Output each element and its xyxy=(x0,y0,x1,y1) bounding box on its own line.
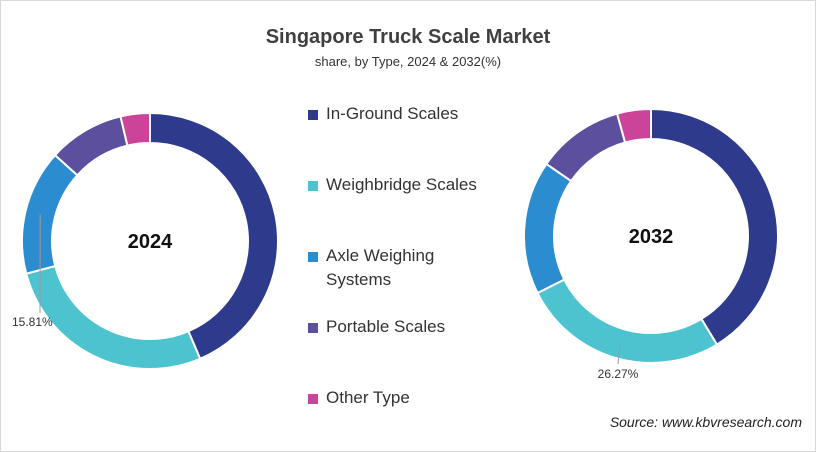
legend-swatch xyxy=(308,394,318,404)
legend-swatch xyxy=(308,252,318,262)
donut-slice-2024-other-type xyxy=(119,111,151,147)
data-label-2024-axle-weighing-systems: 15.81% xyxy=(12,315,53,329)
legend-label: Other Type xyxy=(326,388,410,407)
legend-item-in-ground-scales: In-Ground Scales xyxy=(308,102,508,126)
legend-label: Weighbridge Scales xyxy=(326,175,477,194)
legend-item-axle-weighing-systems: Axle Weighing Systems xyxy=(308,244,468,292)
donut-center-label-2032: 2032 xyxy=(629,226,674,248)
legend-item-weighbridge-scales: Weighbridge Scales xyxy=(308,173,508,197)
donut-slice-2032-weighbridge-scales xyxy=(536,278,719,364)
legend-swatch xyxy=(308,323,318,333)
legend-label: Portable Scales xyxy=(326,317,446,336)
legend-label: In-Ground Scales xyxy=(326,104,459,123)
legend-item-portable-scales: Portable Scales xyxy=(308,315,508,339)
legend-swatch xyxy=(308,181,318,191)
donut-slice-2032-portable-scales xyxy=(544,112,627,183)
chart-subtitle: share, by Type, 2024 & 2032(%) xyxy=(314,54,502,69)
donut-center-label-2024: 2024 xyxy=(128,231,173,253)
donut-slice-2024-axle-weighing-systems xyxy=(21,153,79,275)
donut-slice-2032-other-type xyxy=(615,107,652,144)
chart-title: Singapore Truck Scale Market xyxy=(265,26,551,48)
legend-item-other-type: Other Type xyxy=(308,386,508,410)
legend-label: Axle Weighing Systems xyxy=(326,246,435,289)
data-label-2032-weighbridge-scales: 26.27% xyxy=(598,367,639,381)
donut-slice-2032-axle-weighing-systems xyxy=(523,162,573,295)
leader-line-2032 xyxy=(617,343,621,365)
donut-slice-2024-in-ground-scales xyxy=(149,111,279,361)
source-note: Source: www.kbvresearch.com xyxy=(609,414,802,430)
legend-swatch xyxy=(308,110,318,120)
donut-slice-2032-in-ground-scales xyxy=(650,107,779,346)
